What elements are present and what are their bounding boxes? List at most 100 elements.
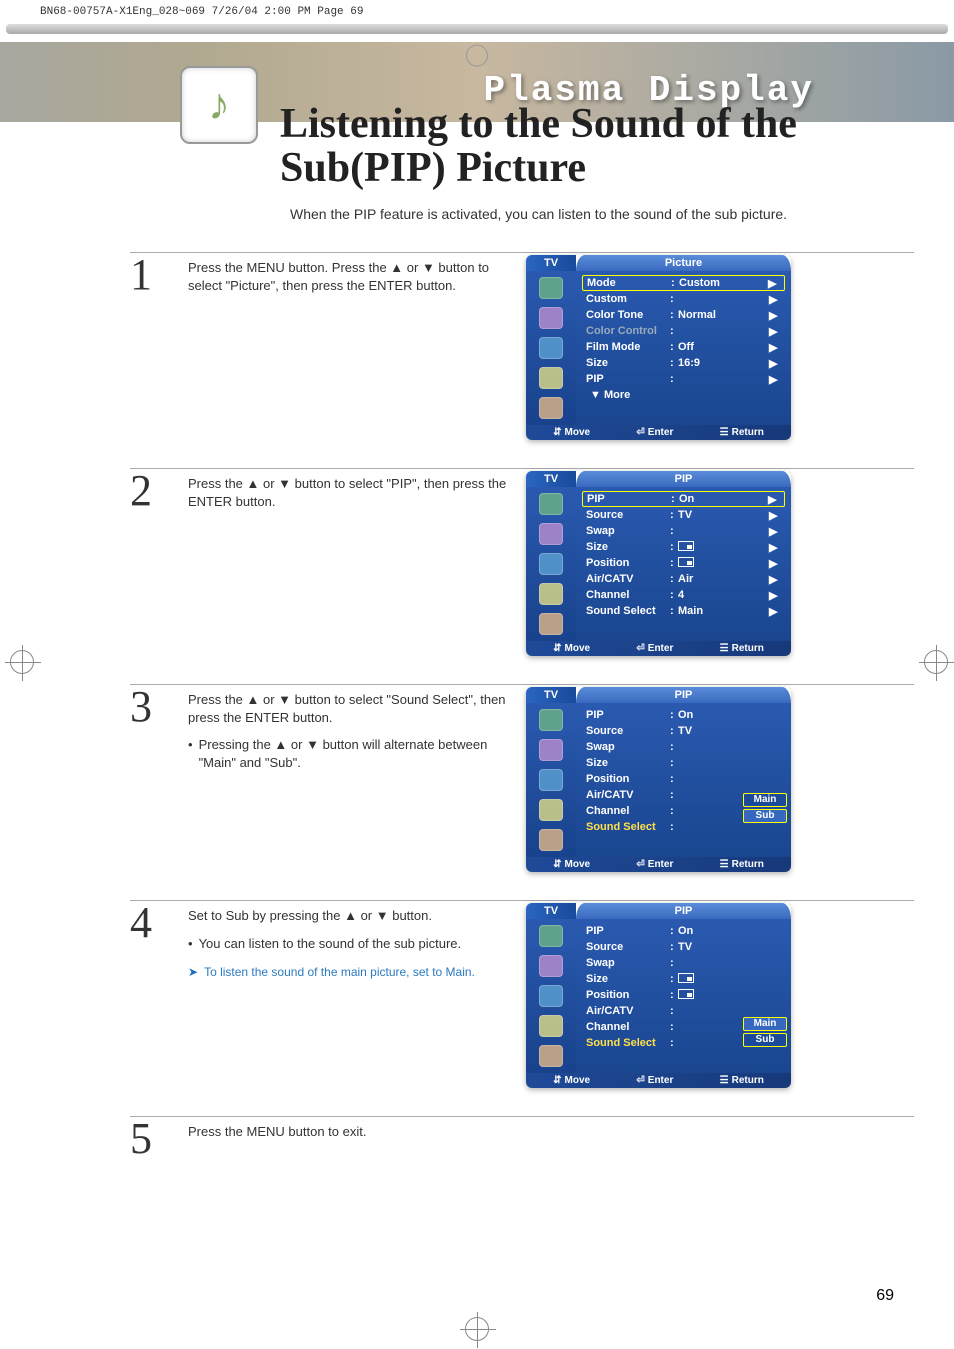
osd-pip-sound-select: TV PIP PIP:OnSource:TVSwap:Size:Position… [526, 687, 791, 872]
option-main[interactable]: Main [743, 793, 787, 807]
osd-rows: PIP:OnSource:TVSwap:Size:Position:Air/CA… [576, 703, 791, 857]
footer-enter: Enter [636, 643, 673, 654]
music-note-icon: ♪ [180, 66, 258, 144]
bullet-text: Pressing the ▲ or ▼ button will alternat… [199, 736, 508, 771]
category-icon [539, 337, 563, 359]
step-number: 3 [130, 687, 170, 727]
crop-mark-icon [10, 650, 34, 674]
step-text: Press the MENU button. Press the ▲ or ▼ … [188, 255, 508, 294]
category-icon [539, 985, 563, 1007]
osd-tv-label: TV [526, 903, 576, 919]
osd-sidebar-icons [526, 487, 576, 641]
osd-row[interactable]: Swap:▶ [582, 523, 785, 539]
osd-row[interactable]: PIP:On▶ [582, 491, 785, 507]
step-5: 5 Press the MENU button to exit. [130, 1116, 914, 1159]
step-3: 3 Press the ▲ or ▼ button to select "Sou… [130, 684, 914, 872]
osd-title: PIP [576, 903, 791, 919]
step-text: Set to Sub by pressing the ▲ or ▼ button… [188, 903, 508, 980]
osd-footer: Move Enter Return [526, 1073, 791, 1088]
osd-row[interactable]: Mode:Custom▶ [582, 275, 785, 291]
osd-footer: Move Enter Return [526, 641, 791, 656]
osd-row[interactable]: Film Mode:Off▶ [582, 339, 785, 355]
osd-sidebar-icons [526, 703, 576, 857]
osd-row[interactable]: Custom:▶ [582, 291, 785, 307]
steps: 1 Press the MENU button. Press the ▲ or … [0, 252, 954, 1227]
osd-row[interactable]: Size:▶ [582, 539, 785, 555]
osd-sidebar-icons [526, 271, 576, 425]
title-line1: Listening to the Sound of the [280, 101, 797, 147]
category-icon [539, 367, 563, 389]
step-4: 4 Set to Sub by pressing the ▲ or ▼ butt… [130, 900, 914, 1088]
page-title: Listening to the Sound of the Sub(PIP) P… [280, 102, 797, 190]
osd-row[interactable]: Source:TV▶ [582, 507, 785, 523]
osd-footer: Move Enter Return [526, 857, 791, 872]
osd-row[interactable]: Size:16:9▶ [582, 355, 785, 371]
osd-row[interactable]: PIP:On [582, 923, 785, 939]
topbar [6, 24, 948, 34]
page-header-meta: BN68-00757A-X1Eng_028~069 7/26/04 2:00 P… [0, 0, 954, 24]
step-text: Press the MENU button to exit. [188, 1119, 914, 1141]
step-number: 5 [130, 1119, 170, 1159]
osd-tv-label: TV [526, 255, 576, 271]
osd-row[interactable]: Sound Select:Main▶ [582, 603, 785, 619]
category-icon [539, 277, 563, 299]
category-icon [539, 925, 563, 947]
osd-row[interactable]: Position:▶ [582, 555, 785, 571]
osd-row[interactable]: Size: [582, 971, 785, 987]
step-number: 2 [130, 471, 170, 511]
option-main[interactable]: Main [743, 1017, 787, 1031]
step-text: Press the ▲ or ▼ button to select "Sound… [188, 687, 508, 771]
footer-move: Move [553, 643, 590, 654]
category-icon [539, 307, 563, 329]
osd-row[interactable]: Position: [582, 771, 785, 787]
category-icon [539, 709, 563, 731]
title-line2: Sub(PIP) Picture [280, 145, 586, 191]
osd-title: Picture [576, 255, 791, 271]
footer-return: Return [720, 643, 764, 654]
step-text: Press the ▲ or ▼ button to select "PIP",… [188, 471, 508, 510]
osd-title: PIP [576, 471, 791, 487]
osd-row[interactable]: PIP:▶ [582, 371, 785, 387]
option-popup: Main Sub [743, 793, 787, 823]
step-1: 1 Press the MENU button. Press the ▲ or … [130, 252, 914, 440]
category-icon [539, 553, 563, 575]
footer-move: Move [553, 427, 590, 438]
osd-tv-label: TV [526, 471, 576, 487]
bullet-icon: • [188, 736, 193, 771]
category-icon [539, 955, 563, 977]
osd-row[interactable]: Swap: [582, 955, 785, 971]
osd-row[interactable]: Position: [582, 987, 785, 1003]
category-icon [539, 739, 563, 761]
osd-row[interactable]: Size: [582, 755, 785, 771]
bullet-text: You can listen to the sound of the sub p… [199, 935, 462, 953]
title-block: ♪ Listening to the Sound of the Sub(PIP)… [0, 102, 954, 190]
page-subtitle: When the PIP feature is activated, you c… [0, 190, 954, 252]
osd-row[interactable]: Air/CATV:Air▶ [582, 571, 785, 587]
osd-row[interactable]: Swap: [582, 739, 785, 755]
osd-sidebar-icons [526, 919, 576, 1073]
option-sub[interactable]: Sub [743, 809, 787, 823]
footer-return: Return [720, 427, 764, 438]
category-icon [539, 769, 563, 791]
footer-enter: Enter [636, 859, 673, 870]
osd-row[interactable]: Color Tone:Normal▶ [582, 307, 785, 323]
osd-picture-menu: TV Picture Mode:Custom▶Custom:▶Color Ton… [526, 255, 791, 440]
osd-row[interactable]: ▼ More [582, 387, 785, 403]
category-icon [539, 493, 563, 515]
osd-row[interactable]: Source:TV [582, 939, 785, 955]
option-popup: Main Sub [743, 1017, 787, 1047]
footer-return: Return [720, 859, 764, 870]
osd-row[interactable]: Color Control:▶ [582, 323, 785, 339]
osd-row[interactable]: Source:TV [582, 723, 785, 739]
osd-row[interactable]: Channel:4▶ [582, 587, 785, 603]
osd-pip-sub-selected: TV PIP PIP:OnSource:TVSwap:Size:Position… [526, 903, 791, 1088]
category-icon [539, 583, 563, 605]
step-number: 1 [130, 255, 170, 295]
osd-row[interactable]: PIP:On [582, 707, 785, 723]
option-sub[interactable]: Sub [743, 1033, 787, 1047]
osd-rows: PIP:OnSource:TVSwap:Size:Position:Air/CA… [576, 919, 791, 1073]
category-icon [539, 799, 563, 821]
footer-return: Return [720, 1075, 764, 1086]
step-main-text: Set to Sub by pressing the ▲ or ▼ button… [188, 908, 432, 923]
osd-tv-label: TV [526, 687, 576, 703]
